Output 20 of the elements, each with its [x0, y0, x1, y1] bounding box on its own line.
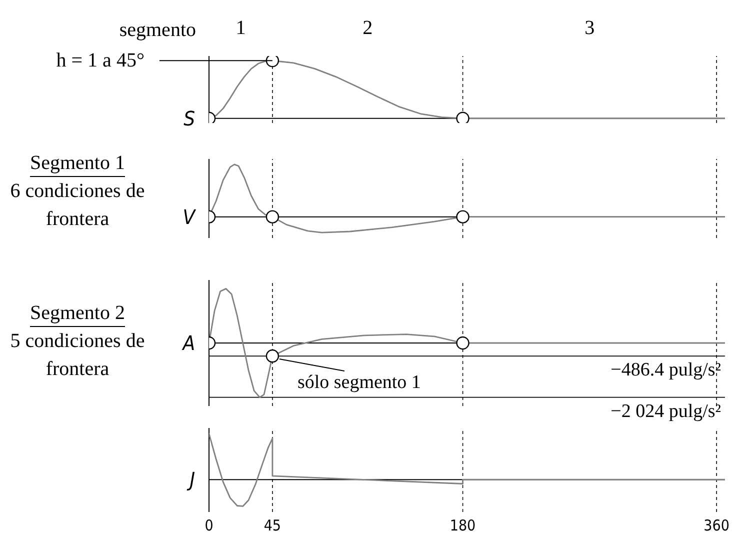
text: 5 condiciones de frontera: [10, 329, 145, 382]
annotation: h = 1 a 45°: [56, 50, 144, 72]
text: Segmento 2: [30, 300, 125, 327]
ref-line-label: −486.4 pulg/s²: [610, 360, 722, 381]
y-axis-title: V: [182, 204, 197, 229]
y-axis-title: S: [184, 106, 195, 130]
annotation: sólo segmento 1: [297, 372, 421, 394]
text: 1: [236, 17, 246, 39]
x-tick-label: 180: [450, 516, 476, 535]
x-tick-label: 45: [264, 516, 282, 535]
x-tick-label: 360: [704, 516, 730, 535]
x-tick-label: 0: [204, 516, 214, 535]
ref-line-label: −2 024 pulg/s²: [610, 400, 722, 422]
y-axis-title: J: [186, 468, 195, 492]
y-axis-title: A: [182, 331, 195, 356]
text: segmento: [118, 18, 196, 42]
text: 3: [584, 17, 595, 39]
text: 6 condiciones de frontera: [10, 179, 145, 232]
text: Segmento 1: [30, 150, 125, 177]
text: 2: [362, 17, 373, 39]
